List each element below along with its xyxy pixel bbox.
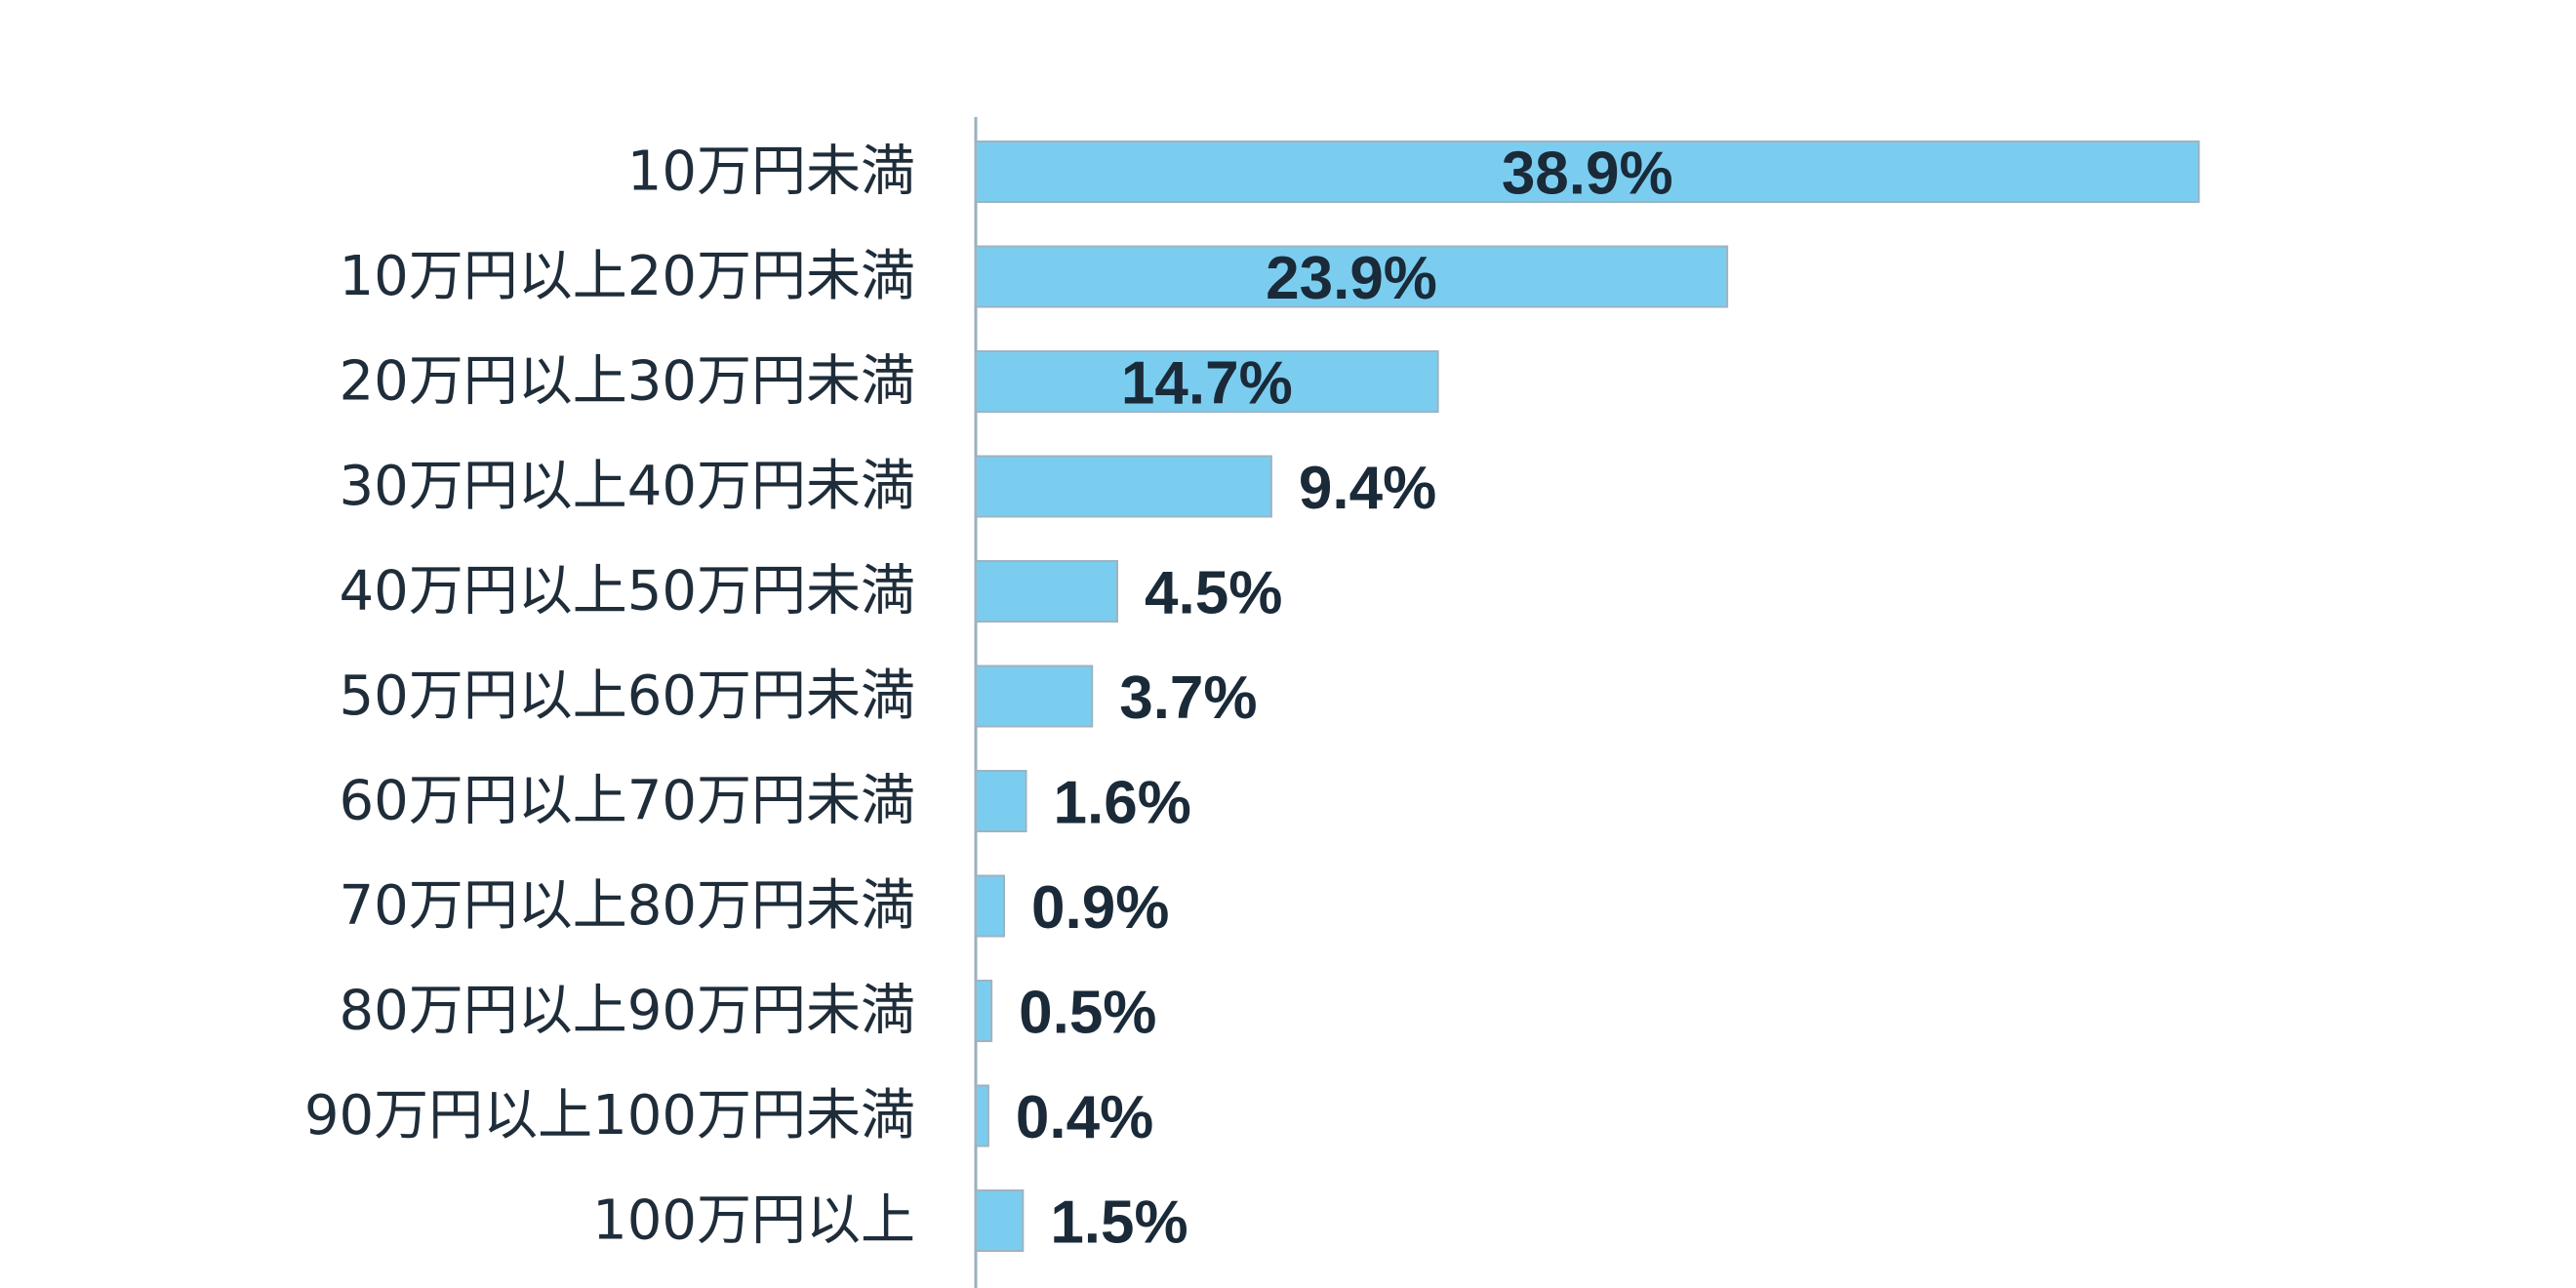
bars-group [975, 141, 2200, 1252]
bar [975, 874, 1005, 938]
value-labels-group: 38.9% 23.9% 14.7%9.4% 4.5% 3.7% 1.6% 0.9% 0.5% 0… [1016, 141, 1673, 1257]
bar [975, 1084, 989, 1147]
value-label: 0.9% [1031, 874, 1169, 942]
category-label: 70万円以上80万円未満 [339, 874, 915, 938]
value-label: 38.9% [1502, 141, 1673, 208]
value-label: 0.5% [1019, 980, 1156, 1047]
bar [975, 455, 1272, 518]
category-label: 30万円以上40万円未満 [339, 455, 915, 518]
category-label: 90万円以上100万円未満 [304, 1084, 915, 1147]
bar [975, 245, 1729, 308]
category-labels-group: 10万円未満 10万円以上20万円未満 20万円以上30万円未満 30万円以上40万円… [304, 141, 915, 1253]
category-label: 50万円以上60万円未満 [339, 664, 915, 728]
value-label: 4.5% [1145, 560, 1282, 627]
category-label: 10万円未満 [627, 141, 915, 204]
bar [975, 664, 1094, 728]
bar [975, 350, 1439, 413]
category-label: 60万円以上70万円未満 [339, 770, 915, 833]
value-label: 14.7% [1121, 350, 1293, 418]
bar [975, 141, 2200, 203]
category-label: 40万円以上50万円未満 [339, 560, 915, 624]
value-label: 1.5% [1050, 1189, 1187, 1257]
bar [975, 770, 1027, 832]
value-label: 1.6% [1054, 770, 1191, 837]
category-label: 20万円以上30万円未満 [339, 350, 915, 414]
value-label: 0.4% [1016, 1084, 1153, 1151]
value-label: 23.9% [1266, 245, 1437, 312]
bar [975, 980, 993, 1042]
bar [975, 560, 1118, 623]
category-label: 10万円以上20万円未満 [339, 245, 915, 308]
value-label: 9.4% [1299, 455, 1436, 522]
bar [975, 1189, 1025, 1252]
category-label: 80万円以上90万円未満 [339, 980, 915, 1043]
category-label: 100万円以上 [592, 1189, 915, 1253]
value-label: 3.7% [1119, 664, 1257, 732]
